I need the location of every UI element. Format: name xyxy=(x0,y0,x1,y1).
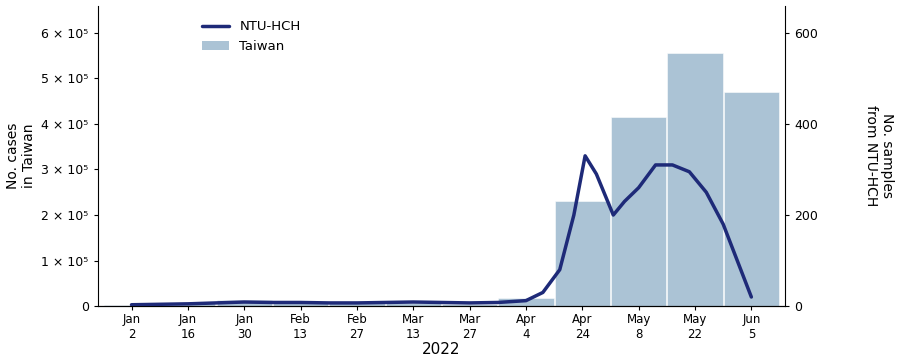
Bar xyxy=(217,300,272,306)
Bar xyxy=(611,117,666,306)
Bar xyxy=(442,304,497,306)
Bar xyxy=(499,298,554,306)
Bar xyxy=(329,302,384,306)
Bar xyxy=(385,303,441,306)
Bar xyxy=(724,92,779,306)
Legend: NTU-HCH, Taiwan: NTU-HCH, Taiwan xyxy=(197,15,306,58)
Bar xyxy=(104,305,159,306)
Y-axis label: No. samples
from NTU-HCH: No. samples from NTU-HCH xyxy=(864,105,895,207)
Bar xyxy=(668,53,723,306)
Bar xyxy=(160,303,215,306)
Y-axis label: No. cases
in Taiwan: No. cases in Taiwan xyxy=(5,123,36,189)
X-axis label: 2022: 2022 xyxy=(422,342,461,358)
Bar xyxy=(273,302,328,306)
Bar xyxy=(554,201,610,306)
